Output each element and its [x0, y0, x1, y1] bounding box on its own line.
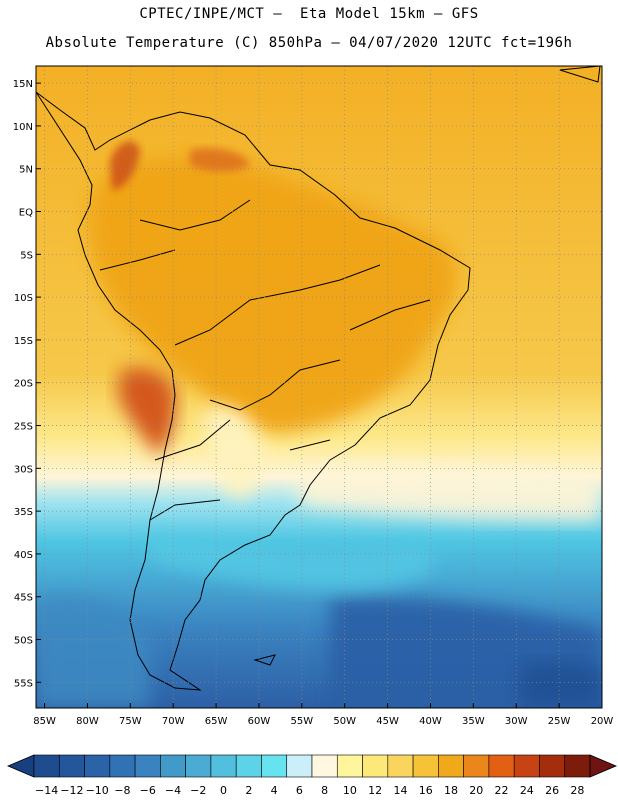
colorbar-label: 10 — [343, 784, 357, 797]
lon-tick-label: 80W — [76, 716, 99, 727]
colorbar-label: 24 — [520, 784, 534, 797]
title-line-1: CPTEC/INPE/MCT – Eta Model 15km – GFS — [139, 6, 479, 22]
colorbar-swatch — [235, 754, 262, 778]
lat-tick-label: 45S — [14, 593, 33, 604]
colorbar-swatch — [564, 754, 591, 778]
colorbar-swatch — [210, 754, 237, 778]
lon-tick-label: 30W — [505, 716, 528, 727]
colorbar-label: 0 — [220, 784, 227, 797]
colorbar-label: 12 — [368, 784, 382, 797]
colorbar-swatch — [58, 754, 85, 778]
colorbar-swatch — [109, 754, 136, 778]
colorbar-over-arrow — [589, 754, 618, 778]
colorbar-label: 18 — [444, 784, 458, 797]
colorbar-swatch — [84, 754, 111, 778]
coastlines — [36, 66, 601, 691]
lon-tick-label: 85W — [33, 716, 56, 727]
colorbar-label: 6 — [296, 784, 303, 797]
lat-tick-label: 15S — [14, 336, 33, 347]
colorbar-label: 22 — [495, 784, 509, 797]
lon-tick-label: 40W — [419, 716, 442, 727]
lat-tick-label: 20S — [14, 379, 33, 390]
colorbar-swatch — [488, 754, 515, 778]
colorbar-swatch — [387, 754, 414, 778]
lon-tick-label: 25W — [548, 716, 571, 727]
lat-tick-label: 5S — [20, 250, 33, 261]
lon-tick-label: 55W — [291, 716, 314, 727]
lat-tick-label: EQ — [19, 208, 33, 219]
colorbar-label: −2 — [190, 784, 206, 797]
lon-tick-label: 60W — [248, 716, 271, 727]
lon-tick-label: 50W — [333, 716, 356, 727]
lat-tick-label: 30S — [14, 464, 33, 475]
longitude-axis: 85W 80W 75W 70W 65W 60W 55W 50W 45W 40W 35W 30W 25W 2… — [33, 703, 613, 727]
colorbar-label: −6 — [140, 784, 156, 797]
colorbar-label: 4 — [271, 784, 278, 797]
map-border — [35, 65, 603, 709]
lon-tick-label: 20W — [591, 716, 614, 727]
colorbar-swatch — [513, 754, 540, 778]
lon-tick-label: 70W — [162, 716, 185, 727]
lon-tick-label: 65W — [205, 716, 228, 727]
colorbar: −14 −12 −10 −8 −6 −4 −2 0 2 4 6 8 10 12 14 16 18 20 22 24 26… — [6, 754, 618, 797]
colorbar-swatch — [185, 754, 212, 778]
lon-tick-label: 75W — [119, 716, 142, 727]
latitude-axis: 15N 10N 5N EQ 5S 10S 15S 20S 25S 30S 35S 40S 45S 50S 5… — [13, 79, 41, 689]
colorbar-swatch — [160, 754, 186, 778]
colorbar-swatch — [539, 754, 566, 778]
lat-tick-label: 25S — [14, 422, 33, 433]
colorbar-label: 26 — [545, 784, 559, 797]
colorbar-label: 8 — [321, 784, 328, 797]
lat-tick-label: 40S — [14, 550, 33, 561]
lat-tick-label: 10S — [14, 293, 33, 304]
lat-tick-label: 10N — [13, 122, 33, 133]
colorbar-label: 16 — [419, 784, 433, 797]
colorbar-swatch — [261, 754, 288, 778]
colorbar-swatch — [412, 754, 439, 778]
colorbar-swatch — [438, 754, 464, 778]
colorbar-swatch — [134, 754, 161, 778]
colorbar-swatch — [463, 754, 490, 778]
colorbar-label: −8 — [114, 784, 130, 797]
title-line-2: Absolute Temperature (C) 850hPa – 04/07/… — [45, 35, 573, 51]
lat-tick-label: 35S — [14, 507, 33, 518]
colorbar-label: −4 — [165, 784, 181, 797]
colorbar-label: −10 — [86, 784, 109, 797]
lat-tick-label: 5N — [19, 165, 33, 176]
colorbar-swatch — [33, 754, 60, 778]
colorbar-label: 20 — [469, 784, 483, 797]
colorbar-label: −12 — [60, 784, 83, 797]
colorbar-label: −14 — [35, 784, 58, 797]
colorbar-label: 2 — [245, 784, 252, 797]
colorbar-under-arrow — [6, 754, 35, 778]
lat-tick-label: 55S — [14, 678, 33, 689]
colorbar-label: 14 — [393, 784, 407, 797]
temperature-field — [36, 66, 602, 708]
colorbar-swatch — [311, 754, 338, 778]
lon-tick-label: 35W — [462, 716, 485, 727]
colorbar-swatch — [286, 754, 313, 778]
colorbar-swatch — [362, 754, 389, 778]
lat-tick-label: 15N — [13, 79, 33, 90]
colorbar-swatch — [336, 754, 363, 778]
lat-tick-label: 50S — [14, 636, 33, 647]
lon-tick-label: 45W — [376, 716, 399, 727]
colorbar-label: 28 — [570, 784, 584, 797]
